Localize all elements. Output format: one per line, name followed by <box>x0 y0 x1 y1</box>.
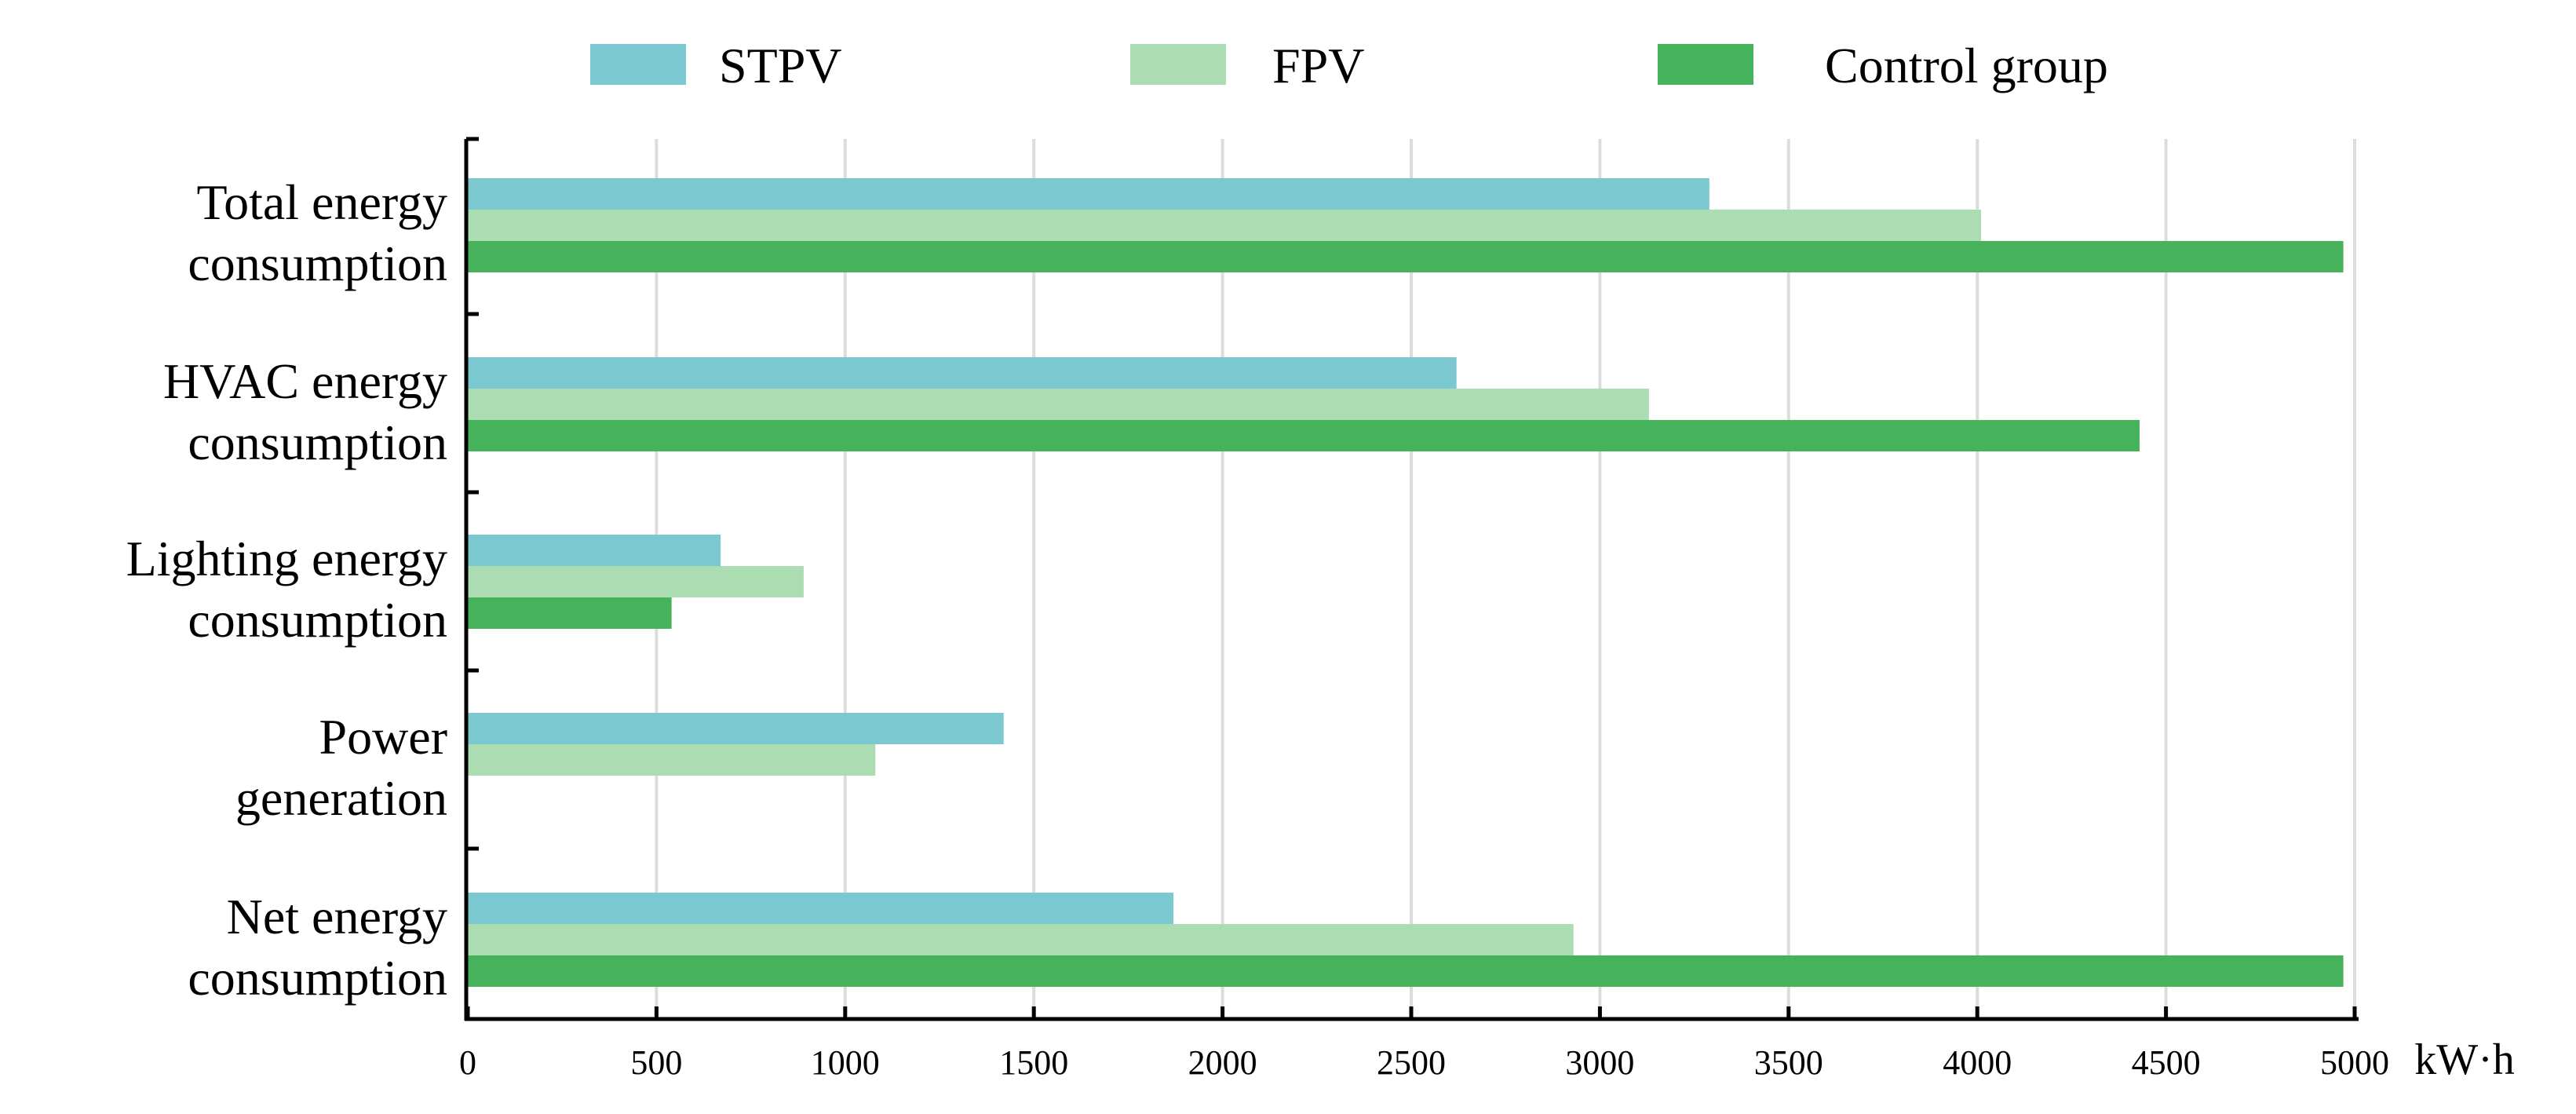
grid-layer <box>655 139 2356 1019</box>
bar-control-group <box>468 241 2344 272</box>
x-tick-label: 2500 <box>1377 1043 1446 1082</box>
x-tick-label: 3500 <box>1754 1043 1823 1082</box>
x-tick-label: 2000 <box>1188 1043 1257 1082</box>
category-label: Net energy consumption <box>188 889 447 1006</box>
legend-label: FPV <box>1272 38 1364 93</box>
legend-swatch-control-group <box>1658 44 1753 85</box>
x-tick-label: 1000 <box>811 1043 880 1082</box>
bar-stpv <box>468 357 1457 389</box>
bar-stpv <box>468 893 1174 924</box>
bar-stpv <box>468 535 721 566</box>
axes-layer <box>464 137 2359 1021</box>
category-label: Power generation <box>235 709 447 826</box>
bar-fpv <box>468 566 804 597</box>
x-tick-label: 4500 <box>2132 1043 2201 1082</box>
legend-label: Control group <box>1825 38 2108 93</box>
bar-stpv <box>468 713 1004 744</box>
bar-fpv <box>468 210 1982 241</box>
legend: STPV FPV Control group <box>590 38 2108 93</box>
x-axis-label: kW·h <box>2414 1035 2515 1084</box>
legend-swatch-stpv <box>590 44 686 85</box>
bar-fpv <box>468 389 1649 420</box>
bars-layer <box>468 178 2344 987</box>
bar-fpv <box>468 744 876 776</box>
category-label: Total energy consumption <box>188 174 447 291</box>
bar-control-group <box>468 597 672 629</box>
x-tick-label: 5000 <box>2320 1043 2389 1082</box>
category-label: HVAC energy consumption <box>163 353 447 470</box>
x-tick-label: 1500 <box>999 1043 1068 1082</box>
legend-swatch-fpv <box>1130 44 1226 85</box>
x-tick-label: 500 <box>630 1043 682 1082</box>
x-tick-label: 0 <box>459 1043 476 1082</box>
x-tick-label: 3000 <box>1565 1043 1634 1082</box>
labels-layer: 0 500 1000 1500 2000 2500 3000 3500 4000 4500 5000… <box>126 174 2515 1084</box>
bar-stpv <box>468 178 1709 210</box>
bar-fpv <box>468 924 1574 955</box>
bar-control-group <box>468 420 2140 451</box>
legend-label: STPV <box>719 38 842 93</box>
category-label: Lighting energy consumption <box>126 531 447 648</box>
x-tick-label: 4000 <box>1943 1043 2012 1082</box>
bar-control-group <box>468 955 2344 987</box>
